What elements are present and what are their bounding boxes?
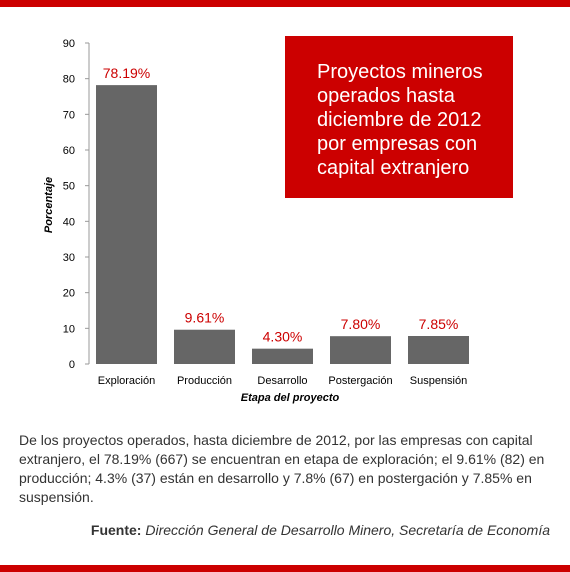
data-label: 78.19% <box>103 65 150 81</box>
data-labels: 78.19% 9.61% 4.30% 7.80% 7.85% <box>103 65 459 345</box>
chart-title-box: Proyectos mineros operados hasta diciemb… <box>285 36 513 198</box>
y-axis: 0 10 20 30 40 50 60 70 80 90 <box>63 38 90 371</box>
data-label: 7.85% <box>419 316 459 332</box>
bars <box>96 85 469 365</box>
bar <box>408 336 469 364</box>
data-label: 4.30% <box>263 329 303 345</box>
y-axis-title: Porcentaje <box>43 177 55 233</box>
y-tick-label: 10 <box>63 323 75 335</box>
description-text: De los proyectos operados, hasta diciemb… <box>19 432 545 505</box>
x-tick-label: Postergación <box>328 375 392 387</box>
data-label: 7.80% <box>341 316 381 332</box>
y-tick-label: 90 <box>63 38 75 50</box>
y-tick-label: 40 <box>63 216 75 228</box>
bar-chart: 0 10 20 30 40 50 60 70 80 90 78.19% 9.61% 4.30% 7.80… <box>43 38 469 404</box>
y-tick-label: 30 <box>63 252 75 264</box>
bar <box>330 336 391 364</box>
x-tick-label: Producción <box>177 375 232 387</box>
source-line: Fuente: Dirección General de Desarrollo … <box>91 522 550 538</box>
x-tick-label: Suspensión <box>410 375 468 387</box>
bar <box>252 348 313 364</box>
y-tick-label: 60 <box>63 145 75 157</box>
x-tick-label: Exploración <box>98 375 155 387</box>
x-axis-ticks: Exploración Producción Desarrollo Postergac… <box>98 375 467 387</box>
x-tick-label: Desarrollo <box>257 375 307 387</box>
x-axis-title: Etapa del proyecto <box>241 392 340 404</box>
bar <box>174 329 235 364</box>
y-tick-label: 50 <box>63 181 75 193</box>
top-accent-bar <box>0 0 570 7</box>
data-label: 9.61% <box>185 310 225 326</box>
y-tick-label: 70 <box>63 109 75 121</box>
source-text: Dirección General de Desarrollo Minero, … <box>145 522 550 538</box>
bottom-accent-bar <box>0 565 570 572</box>
source-label: Fuente: <box>90 522 142 538</box>
y-tick-label: 80 <box>63 74 75 86</box>
bar <box>96 85 157 365</box>
chart-title: Proyectos mineros operados hasta diciemb… <box>317 61 483 179</box>
y-tick-label: 20 <box>63 288 75 300</box>
y-tick-label: 0 <box>69 359 75 371</box>
